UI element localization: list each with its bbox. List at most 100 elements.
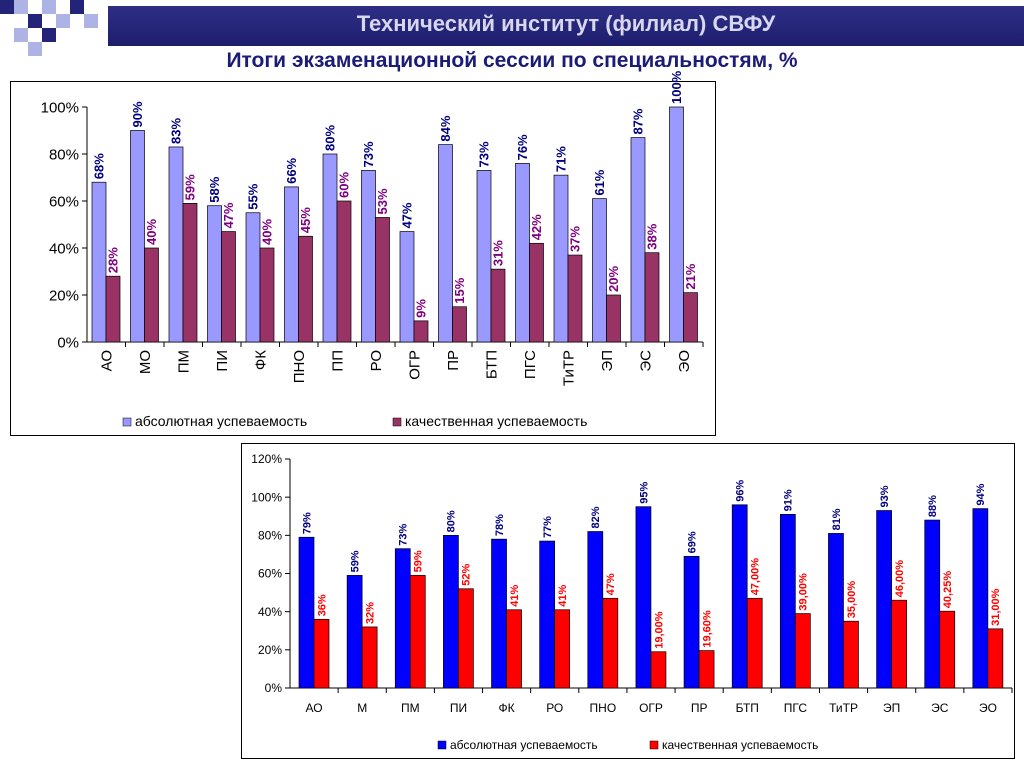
banner-bar — [108, 6, 1024, 46]
data-label: 78% — [494, 514, 506, 536]
y-tick-label: 100% — [41, 99, 79, 116]
bar-quality — [644, 252, 660, 343]
bar-absolute — [207, 205, 222, 343]
bar-absolute — [731, 504, 748, 689]
bar-quality — [650, 651, 667, 689]
x-tick-label: ЭС — [931, 701, 949, 715]
bar-absolute — [828, 533, 844, 689]
legend-swatch — [122, 417, 132, 427]
x-tick-label: ПГС — [522, 350, 539, 379]
x-tick-label: ПР — [445, 350, 462, 371]
bar-absolute — [539, 540, 556, 689]
data-label: 73% — [361, 141, 376, 167]
bar-quality — [375, 217, 390, 343]
bar-quality — [602, 597, 619, 689]
bar-quality — [336, 200, 352, 343]
data-label: 68% — [92, 153, 107, 179]
data-label: 41% — [557, 585, 569, 607]
data-label: 39,00% — [798, 573, 810, 611]
data-label: 52% — [461, 564, 473, 586]
y-tick-label: 40% — [258, 605, 282, 619]
bar-quality — [182, 202, 198, 343]
title-banner: Технический институт (филиал) СВФУ — [0, 0, 1024, 56]
bar-absolute — [284, 186, 299, 343]
bar-absolute — [553, 174, 569, 343]
bar-quality — [939, 610, 956, 689]
x-tick-label: ПР — [691, 701, 708, 715]
data-label: 20% — [606, 266, 621, 292]
bar-quality — [606, 294, 621, 343]
legend-swatch — [437, 740, 447, 750]
data-label: 31,00% — [990, 588, 1002, 626]
data-label: 47% — [400, 202, 415, 228]
x-tick-label: МО — [137, 350, 154, 374]
x-tick-label: ЭП — [599, 350, 616, 372]
data-label: 38% — [645, 223, 660, 249]
data-label: 60% — [337, 172, 352, 198]
x-tick-label: ФК — [499, 701, 515, 715]
bar-quality — [891, 599, 907, 689]
page-subtitle: Итоги экзаменационной сессии по специаль… — [226, 49, 798, 72]
bar-quality — [794, 613, 811, 689]
x-tick-label: М — [357, 701, 367, 715]
decor-square — [0, 0, 14, 14]
bar-quality — [458, 588, 474, 689]
data-label: 42% — [529, 214, 544, 240]
bar-absolute — [361, 170, 376, 343]
bar-absolute — [587, 531, 604, 689]
data-label: 47% — [221, 202, 236, 228]
legend-swatch — [649, 740, 659, 750]
data-label: 31% — [491, 240, 506, 266]
bar-quality — [987, 628, 1004, 689]
bar-quality — [490, 268, 506, 343]
data-label: 40% — [260, 219, 275, 245]
data-label: 69% — [686, 531, 698, 553]
x-tick-label: ПИ — [214, 350, 231, 372]
bar-absolute — [635, 506, 652, 689]
data-label: 40% — [144, 219, 159, 245]
x-tick-label: ФК — [253, 350, 270, 370]
data-label: 93% — [879, 485, 891, 507]
bar-absolute — [491, 538, 507, 689]
bar-quality — [746, 597, 763, 689]
data-label: 37% — [568, 226, 583, 252]
data-label: 95% — [638, 481, 650, 503]
chart-top-svg: 0% 20% 40% 60% 80% 100% 68% 28% АО 90% 40% МО 83% 59%… — [41, 70, 704, 429]
data-label: 47% — [605, 573, 617, 595]
bar-quality — [259, 247, 275, 343]
x-tick-label: ПМ — [176, 350, 193, 373]
data-label: 96% — [735, 480, 747, 502]
data-label: 80% — [446, 510, 458, 532]
page-title: Технический институт (филиал) СВФУ — [356, 11, 776, 36]
x-tick-label: БТП — [484, 350, 501, 379]
decor-square — [70, 0, 84, 14]
bar-absolute — [683, 555, 700, 689]
y-tick-label: 80% — [258, 529, 282, 543]
bar-absolute — [972, 508, 989, 689]
data-label: 81% — [831, 508, 843, 530]
data-label: 66% — [284, 157, 299, 183]
data-label: 79% — [301, 512, 313, 534]
bar-quality — [361, 626, 378, 689]
data-label: 59% — [413, 550, 425, 572]
bar-absolute — [476, 170, 492, 343]
bar-absolute — [630, 137, 646, 343]
y-tick-label: 120% — [251, 452, 282, 466]
bar-quality — [452, 306, 467, 343]
data-label: 21% — [683, 263, 698, 289]
x-tick-label: ЭО — [676, 350, 693, 372]
x-tick-label: ПГС — [784, 701, 808, 715]
data-label: 84% — [438, 115, 453, 141]
x-tick-label: РО — [368, 350, 385, 371]
decor-square — [28, 42, 42, 56]
legend-label: абсолютная успеваемость — [450, 738, 598, 752]
bar-absolute — [669, 106, 684, 343]
x-tick-label: БТП — [736, 701, 759, 715]
y-tick-label: 80% — [49, 146, 79, 163]
bar-quality — [144, 247, 159, 343]
bar-absolute — [515, 163, 530, 343]
data-label: 59% — [349, 550, 361, 572]
bar-quality — [409, 575, 426, 689]
x-tick-label: ПМ — [401, 701, 420, 715]
data-label: 35,00% — [846, 581, 858, 619]
